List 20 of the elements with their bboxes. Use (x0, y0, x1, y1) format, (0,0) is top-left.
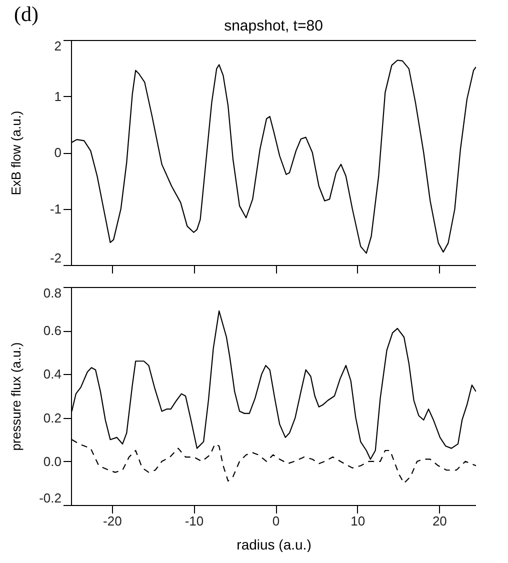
y-tick-label: -2 (50, 250, 62, 266)
y-tick-label: 2 (54, 38, 62, 54)
y-axis-title: ExB flow (a.u.) (8, 110, 24, 196)
x-tick-label: -20 (103, 514, 122, 528)
x-tick-label: 0 (272, 514, 280, 528)
y-tick-label: 0.4 (43, 366, 62, 382)
text: (d) (14, 2, 38, 27)
y-tick-label: 1 (54, 88, 62, 104)
y-tick-label: 0.2 (43, 410, 62, 426)
x-tick-label: 20 (432, 514, 447, 528)
y-tick-label: 0.6 (43, 323, 62, 338)
chart-title: snapshot, t=80 (224, 18, 323, 34)
y-axis-title: pressure flux (a.u.) (8, 342, 24, 451)
y-tick-label: -0.2 (39, 490, 62, 506)
y-tick-label: 0.0 (43, 454, 62, 469)
x-tick-label: 10 (350, 514, 366, 528)
y-tick-label: -1 (50, 201, 62, 216)
y-tick-label: 0.8 (43, 286, 62, 300)
x-tick-label: -10 (184, 514, 204, 528)
y-tick-label: 0 (54, 145, 62, 160)
